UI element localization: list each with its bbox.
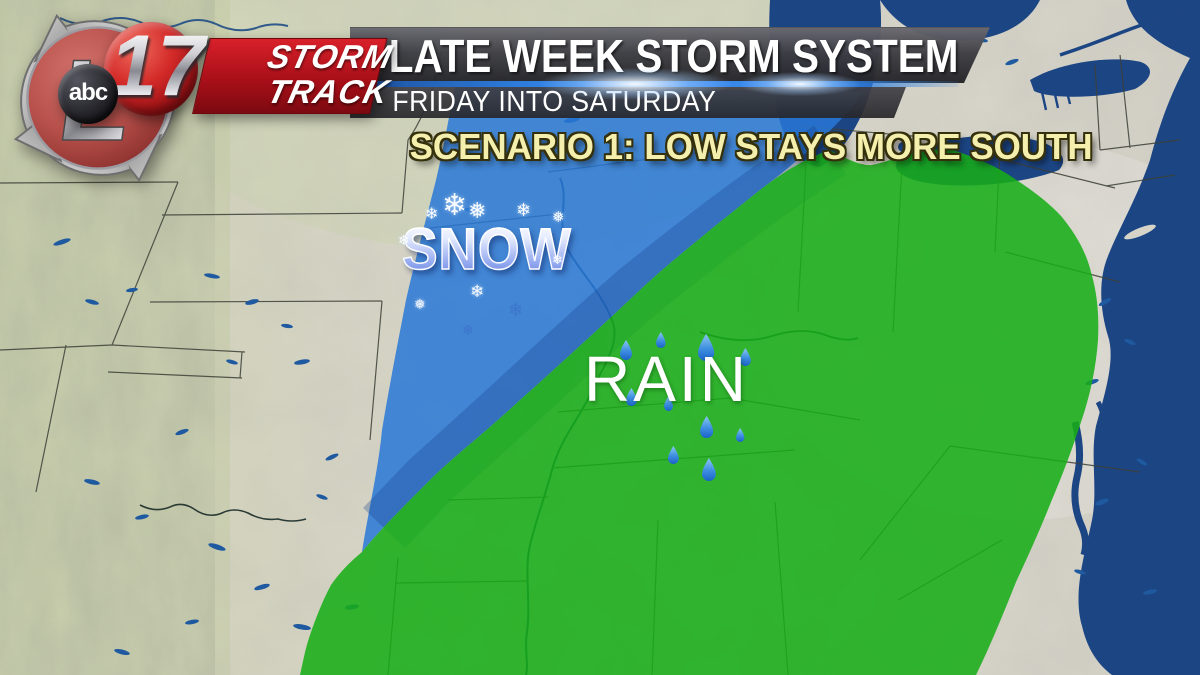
headline-banner: LATE WEEK STORM SYSTEM [350,27,990,83]
banner-accent-line [350,81,958,87]
headline-title: LATE WEEK STORM SYSTEM [388,29,959,82]
subtitle-banner: FRIDAY INTO SATURDAY [350,87,906,118]
headline-subtitle: FRIDAY INTO SATURDAY [392,86,717,118]
channel-number: 17 [92,16,222,116]
snow-area [362,85,862,552]
rain-area-label: RAIN [584,343,749,415]
scenario-banner: SCENARIO 1: LOW STAYS MORE SOUTH [409,126,1093,167]
weather-overlays [300,85,1099,675]
network-name: abc [68,79,108,106]
snow-area-label: SNOW [401,216,572,283]
raindrop-icons [620,332,751,481]
rain-area [300,149,1099,675]
station-logo: STORM TRACK 17 abc [40,8,396,128]
brand-line1: STORM [264,38,397,75]
network-logo: abc [58,64,118,124]
channel-circle [104,22,198,116]
